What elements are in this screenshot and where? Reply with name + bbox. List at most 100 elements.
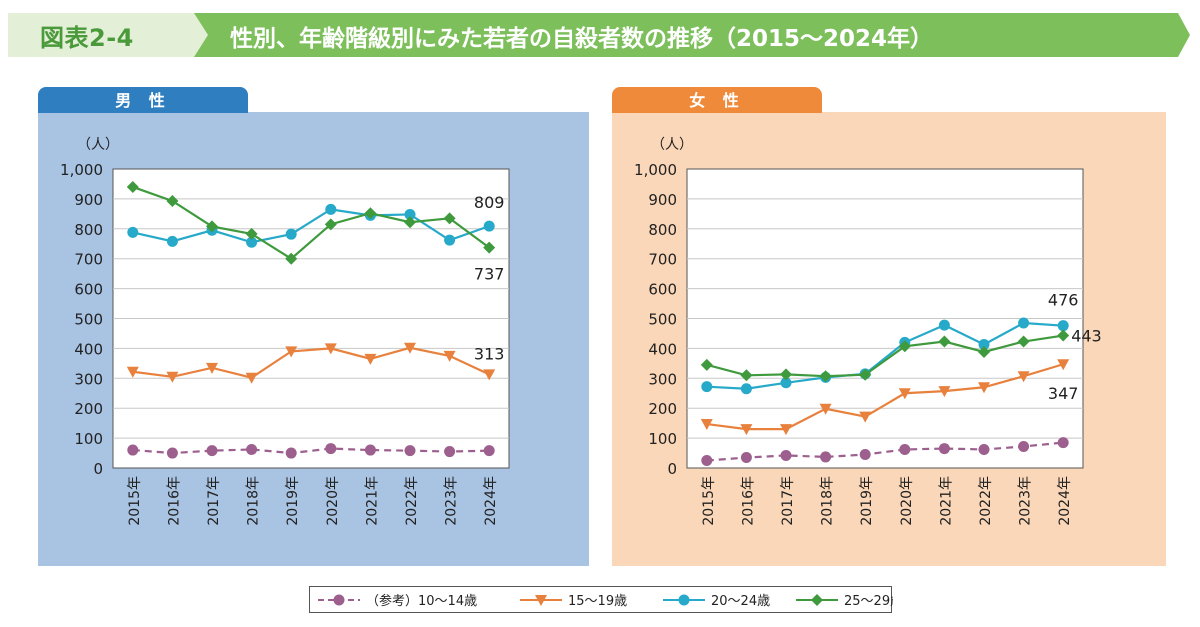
- data-point: [859, 411, 872, 423]
- series-3: [700, 329, 1070, 383]
- legend-item: （参考）10〜14歳: [318, 593, 477, 609]
- data-point: [404, 445, 416, 457]
- data-point: [443, 212, 456, 225]
- data-point: [206, 220, 218, 233]
- legend-item: 15〜19歳: [520, 594, 627, 609]
- data-point: [483, 369, 496, 381]
- y-unit-label: （人）: [77, 137, 119, 153]
- x-tick-label: 2021年: [938, 476, 954, 526]
- data-label: 347: [1048, 384, 1079, 403]
- data-label: 737: [474, 265, 505, 284]
- series-line: [132, 185, 490, 261]
- legend-marker: [535, 595, 547, 606]
- data-point: [166, 235, 178, 247]
- data-point: [246, 443, 258, 455]
- data-point: [206, 445, 218, 457]
- data-point: [780, 449, 792, 461]
- x-tick-label: 2018年: [820, 476, 836, 526]
- x-tick-label: 2017年: [780, 476, 796, 526]
- female-panel-tab: 女 性: [612, 87, 822, 113]
- y-tick-label: 1,000: [60, 161, 103, 179]
- data-point: [245, 372, 258, 384]
- figure-label: 図表2-4: [40, 24, 134, 52]
- data-point: [1057, 320, 1069, 332]
- data-point: [701, 455, 713, 467]
- data-point: [898, 340, 911, 353]
- y-tick-label: 0: [667, 460, 677, 478]
- legend-label: 15〜19歳: [568, 594, 627, 609]
- data-point: [938, 443, 950, 455]
- data-point: [127, 226, 139, 238]
- y-tick-label: 500: [74, 311, 103, 329]
- y-tick-label: 500: [648, 311, 677, 329]
- legend-marker: [678, 594, 690, 606]
- data-point: [819, 370, 832, 383]
- data-point: [819, 403, 832, 415]
- data-point: [1057, 329, 1070, 342]
- data-point: [166, 194, 179, 207]
- data-point: [364, 353, 377, 365]
- legend-label: （参考）10〜14歳: [366, 593, 477, 609]
- y-tick-label: 800: [648, 221, 677, 239]
- y-tick-label: 900: [74, 191, 103, 209]
- series-line: [706, 334, 1064, 378]
- data-point: [285, 346, 298, 358]
- data-point: [285, 252, 298, 265]
- data-point: [740, 452, 752, 464]
- data-point: [126, 180, 139, 193]
- legend-marker: [811, 594, 823, 606]
- data-point: [245, 227, 258, 240]
- y-tick-label: 200: [648, 400, 677, 418]
- x-tick-label: 2018年: [246, 476, 262, 526]
- data-point: [246, 236, 258, 248]
- data-point: [1018, 317, 1030, 329]
- chart-legend: （参考）10〜14歳 15〜19歳 20〜24歳 25〜29歳: [309, 586, 893, 613]
- data-point: [859, 368, 872, 381]
- y-tick-label: 900: [648, 191, 677, 209]
- data-point: [444, 234, 456, 246]
- data-point: [780, 377, 792, 389]
- data-point: [899, 443, 911, 455]
- y-tick-label: 0: [93, 460, 103, 478]
- data-point: [166, 447, 178, 459]
- data-point: [1057, 437, 1069, 449]
- y-tick-label: 1,000: [634, 161, 677, 179]
- data-point: [820, 451, 832, 463]
- legend-item: 25〜29歳: [796, 594, 893, 609]
- data-point: [285, 228, 297, 240]
- x-tick-label: 2016年: [740, 476, 756, 526]
- x-tick-label: 2020年: [325, 476, 341, 526]
- data-point: [938, 335, 951, 348]
- female-chart-panel: 女 性 0 100 200 300 400 500 600 700 800 900 1,000 （人）…: [612, 87, 1166, 566]
- series-3: [126, 180, 496, 265]
- data-point: [126, 366, 139, 378]
- data-point: [166, 371, 179, 383]
- y-tick-label: 400: [74, 340, 103, 358]
- legend-item: 20〜24歳: [663, 594, 770, 609]
- male-chart-panel: 男 性 0 100 200 300 400 500 600 700 800 900 1,000 （人）…: [38, 87, 589, 566]
- data-point: [404, 216, 416, 229]
- data-point: [978, 443, 990, 455]
- data-point: [443, 350, 456, 362]
- data-point: [780, 368, 792, 381]
- y-tick-label: 100: [648, 430, 677, 448]
- series-1: [700, 359, 1070, 436]
- data-point: [404, 342, 416, 354]
- y-tick-label: 200: [74, 400, 103, 418]
- x-tick-label: 2015年: [701, 476, 717, 526]
- legend-label: 20〜24歳: [711, 594, 770, 609]
- female-line-chart: 0 100 200 300 400 500 600 700 800 900 1,000 （人） 2015…: [634, 137, 1102, 526]
- series-2: [127, 203, 495, 248]
- x-tick-label: 2022年: [404, 476, 420, 526]
- x-tick-label: 2019年: [859, 476, 875, 526]
- data-point: [324, 343, 337, 355]
- header-band-shape: [8, 13, 1190, 57]
- y-unit-label: （人）: [651, 137, 693, 153]
- data-point: [701, 381, 713, 393]
- series-line: [706, 321, 1064, 390]
- data-point: [404, 208, 416, 220]
- legend-marker: [333, 594, 345, 606]
- data-point: [483, 220, 495, 232]
- series-0: [127, 443, 495, 459]
- data-point: [978, 345, 990, 358]
